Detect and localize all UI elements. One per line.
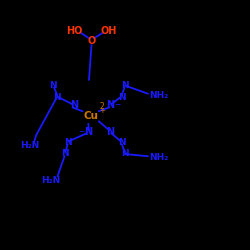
Text: H₂N: H₂N <box>20 140 39 149</box>
Text: N: N <box>106 100 114 110</box>
Text: N: N <box>84 127 92 137</box>
Text: NH₂: NH₂ <box>149 153 168 162</box>
Text: N: N <box>106 127 114 137</box>
Text: +: + <box>99 108 105 114</box>
Text: H₂N: H₂N <box>41 176 60 185</box>
Text: N: N <box>70 100 78 110</box>
Text: N: N <box>121 81 129 90</box>
Text: N: N <box>53 92 61 102</box>
Text: HO: HO <box>66 26 82 36</box>
Text: NH₂: NH₂ <box>149 90 168 100</box>
Text: 2: 2 <box>100 102 104 111</box>
Text: −: − <box>114 100 120 110</box>
Text: N: N <box>49 81 57 90</box>
Text: OH: OH <box>100 26 117 36</box>
Text: N: N <box>121 150 129 158</box>
Text: N: N <box>61 150 68 158</box>
Text: N: N <box>118 138 126 147</box>
Text: N: N <box>118 92 126 102</box>
Text: −: − <box>78 127 84 136</box>
Text: Cu: Cu <box>84 111 99 121</box>
Text: N: N <box>64 138 71 147</box>
Text: O: O <box>88 36 96 46</box>
